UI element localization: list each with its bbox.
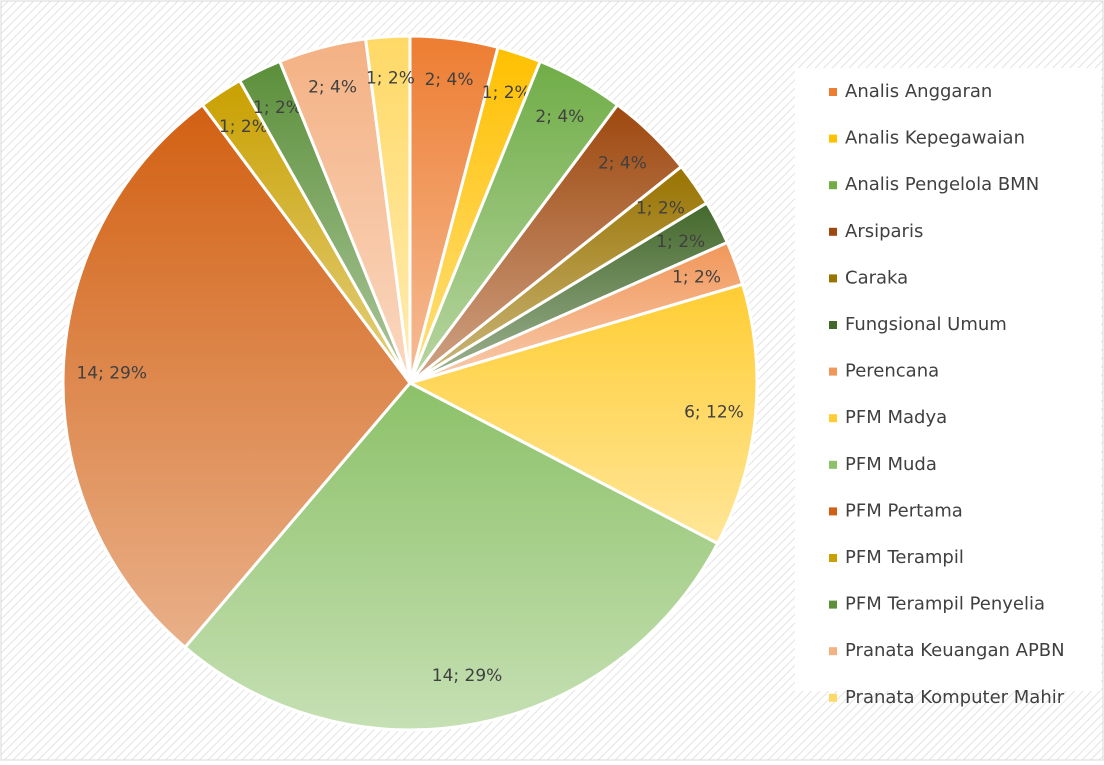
pie-slice [406,282,759,546]
data-label: 2; 4% [598,154,647,174]
legend-label: Perencana [845,361,939,382]
legend-label: PFM Terampil [845,547,964,568]
legend-label: PFM Pertama [845,500,963,521]
legend-marker [829,321,837,329]
data-label: 2; 4% [535,107,584,127]
data-label: 6; 12% [684,402,744,422]
legend-marker [829,367,837,376]
legend-label: Analis Pengelola BMN [845,174,1039,195]
legend-marker [829,274,837,283]
data-label: 1; 2% [636,198,685,218]
data-label: 2; 4% [425,70,474,90]
legend-marker [829,134,837,143]
pie-slice [363,34,412,384]
data-label: 1; 2% [219,117,268,137]
legend-label: Analis Kepegawaian [845,128,1025,149]
legend-marker [829,693,837,702]
legend-label: Fungsional Umum [845,314,1007,335]
data-label: 1; 2% [366,68,415,88]
legend-marker [829,414,837,423]
legend-label: PFM Terampil Penyelia [845,594,1045,615]
legend-marker [829,181,837,190]
legend-label: PFM Muda [845,454,937,475]
legend-label: PFM Madya [845,407,947,428]
legend-marker [829,554,837,562]
legend-marker [829,647,837,656]
data-label: 14; 29% [432,666,503,686]
data-label: 2; 4% [308,78,357,98]
legend-marker [829,88,837,96]
pie-slice [61,102,412,650]
legend-label: Analis Anggaran [845,81,992,102]
data-label: 1; 2% [482,83,531,103]
legend-marker [829,460,837,469]
legend-label: Pranata Keuangan APBN [845,640,1065,661]
data-label: 1; 2% [253,98,302,118]
legend-box [795,68,1101,691]
legend-marker [829,227,837,236]
pie-slice [182,381,720,732]
legend-label: Pranata Komputer Mahir [845,687,1065,708]
legend-marker [829,600,837,609]
legend-label: Caraka [845,267,908,288]
data-label: 1; 2% [672,268,721,288]
legend-marker [829,507,837,516]
legend-label: Arsiparis [845,221,923,242]
data-label: 14; 29% [76,363,147,383]
data-label: 1; 2% [656,232,705,252]
